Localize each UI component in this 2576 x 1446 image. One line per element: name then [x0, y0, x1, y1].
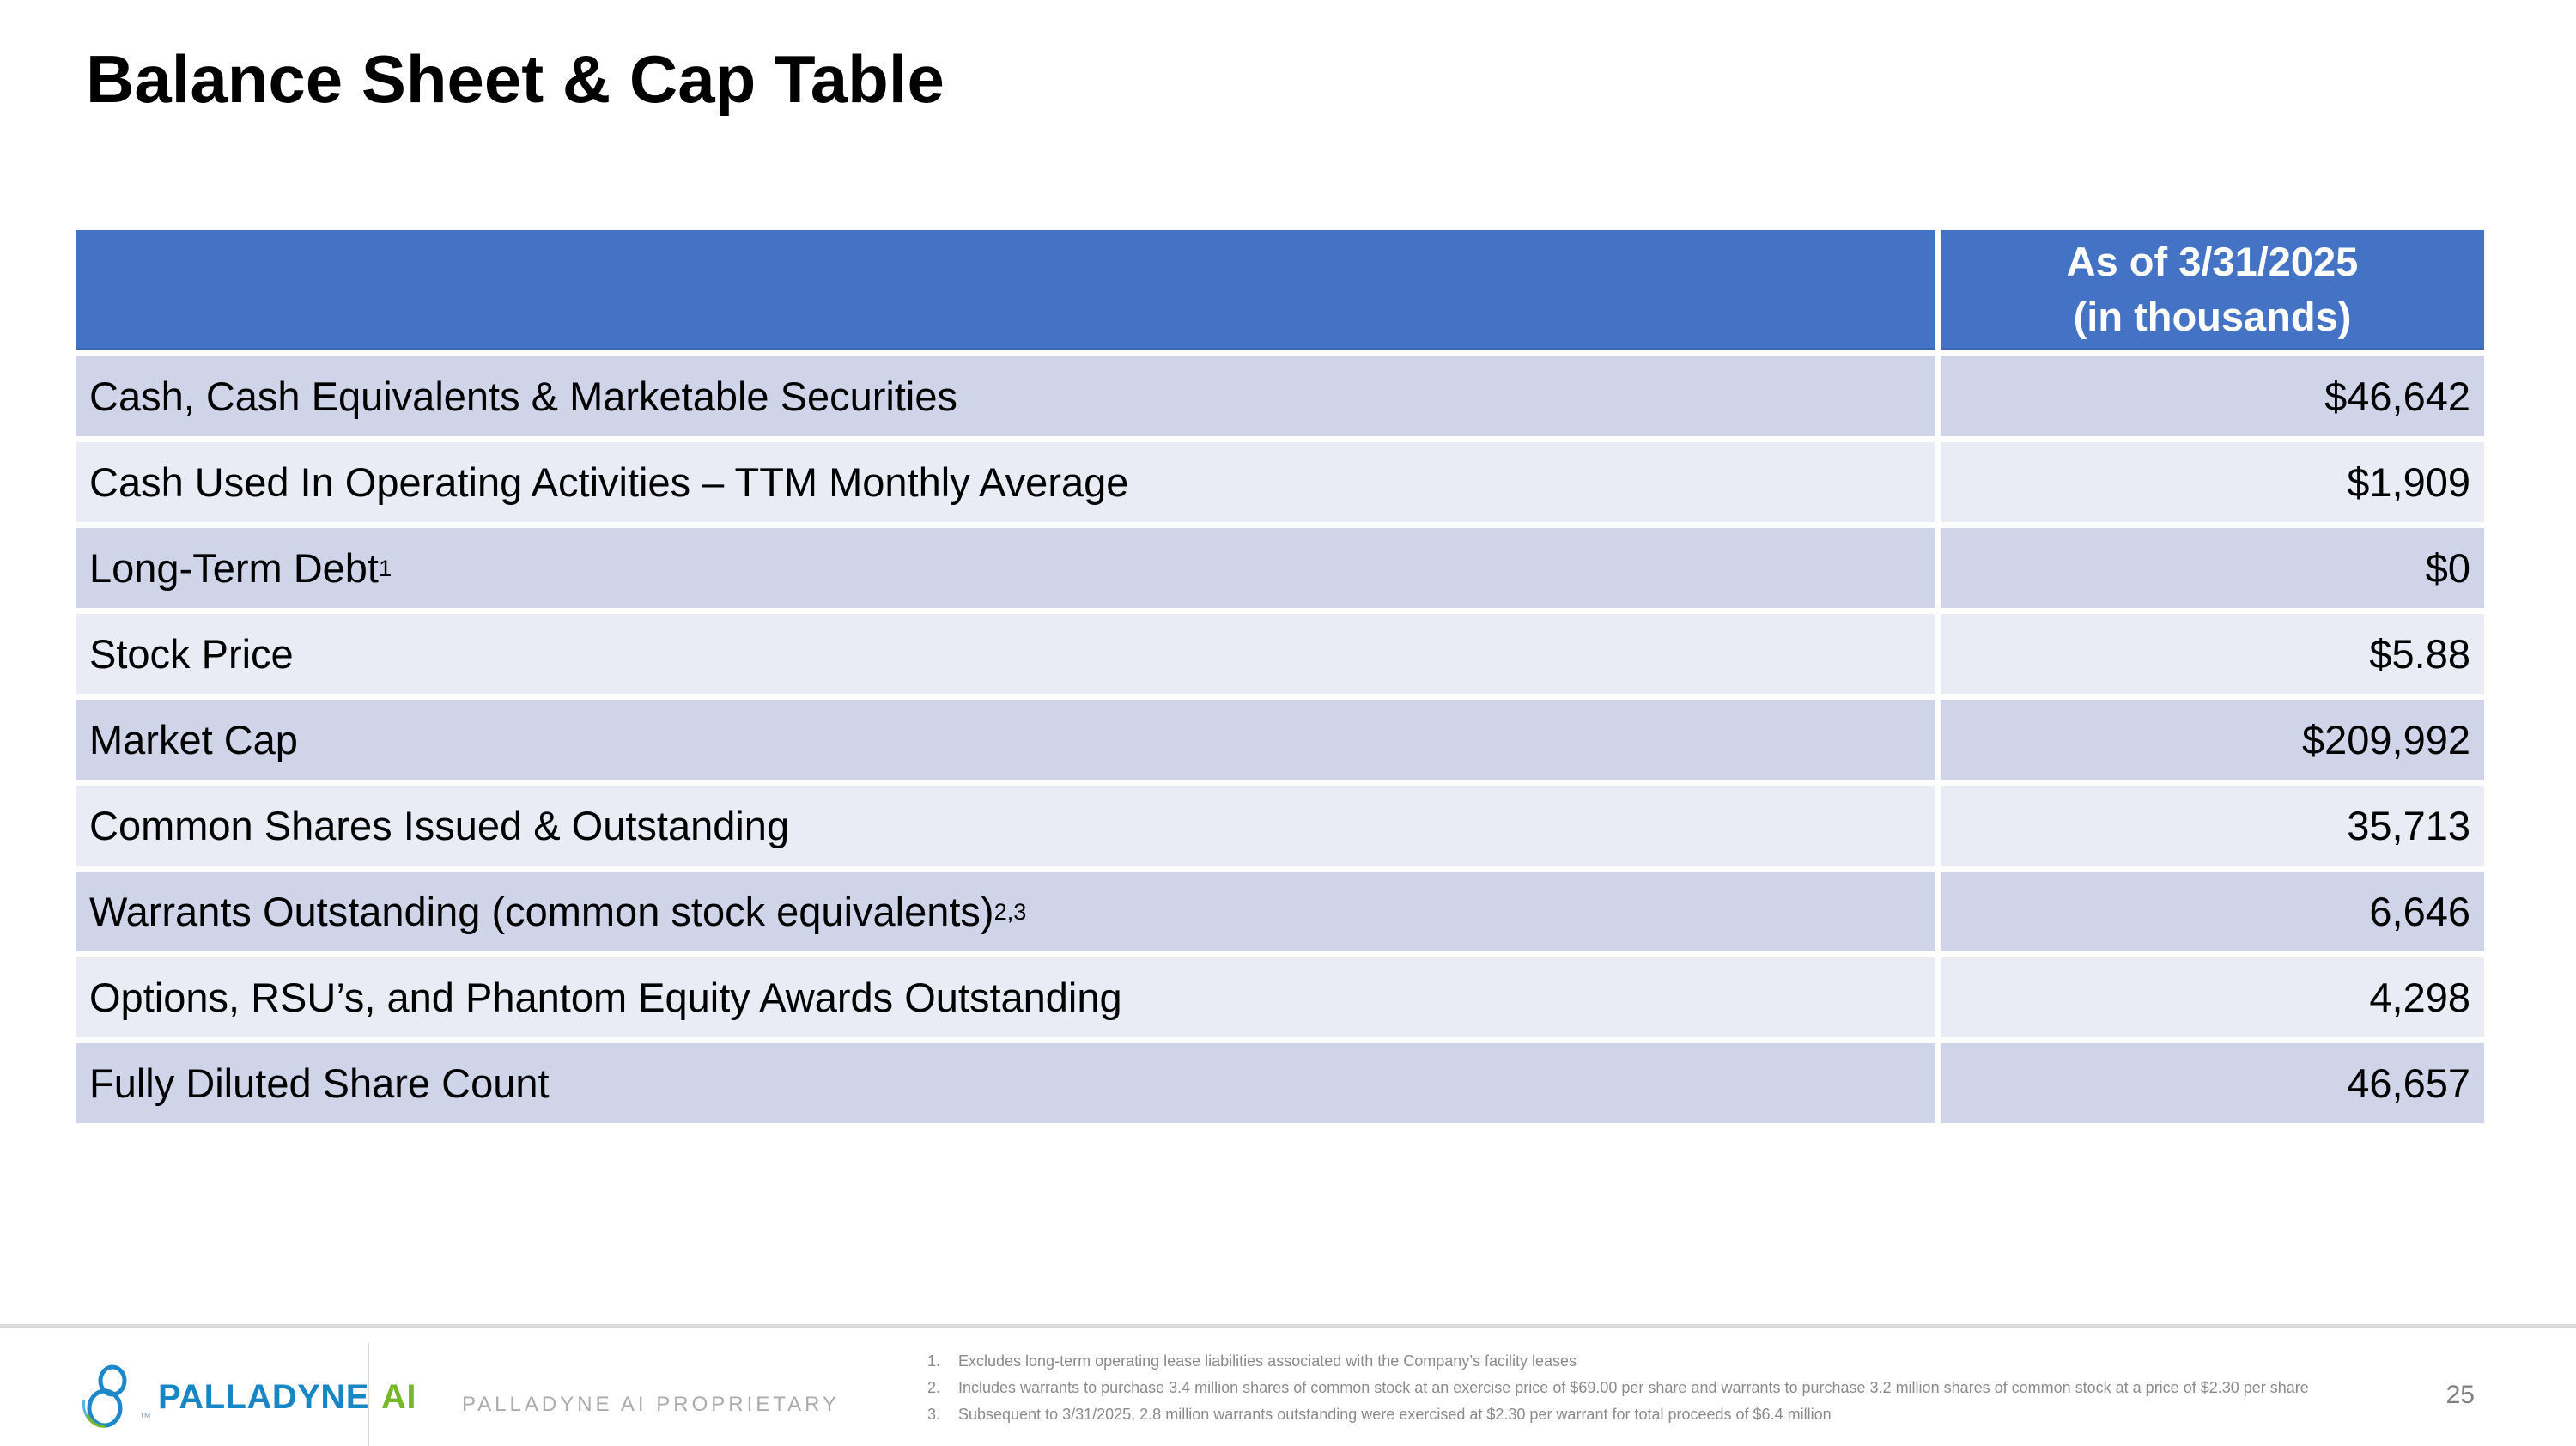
row-label: Common Shares Issued & Outstanding	[76, 786, 1935, 866]
page-title: Balance Sheet & Cap Table	[86, 41, 945, 117]
palladyne-infinity-icon	[82, 1364, 127, 1428]
footnote-text: Includes warrants to purchase 3.4 millio…	[958, 1378, 2309, 1396]
footnote-number: 2.	[927, 1378, 941, 1396]
footnote-text: Excludes long-term operating lease liabi…	[958, 1352, 1577, 1370]
row-label-text: Cash Used In Operating Activities – TTM …	[89, 459, 1129, 505]
footer-vertical-divider	[368, 1343, 369, 1446]
row-label-text: Long-Term Debt	[89, 545, 379, 591]
page-number: 25	[2445, 1381, 2475, 1409]
table-row: Fully Diluted Share Count 46,657	[76, 1043, 2484, 1123]
row-value: $209,992	[1941, 700, 2484, 780]
row-label: Fully Diluted Share Count	[76, 1043, 1935, 1123]
row-value: 6,646	[1941, 872, 2484, 951]
table-row: Long-Term Debt 1 $0	[76, 528, 2484, 608]
table-row: Cash, Cash Equivalents & Marketable Secu…	[76, 356, 2484, 436]
table-header-row: As of 3/31/2025 (in thousands)	[76, 230, 2484, 350]
company-logo: ™ PALLADYNE AI	[74, 1362, 416, 1432]
footnote-2: 2. Includes warrants to purchase 3.4 mil…	[927, 1378, 2309, 1396]
brand-name-green: AI	[380, 1377, 416, 1416]
header-line-1: As of 3/31/2025	[2066, 239, 2359, 285]
table-row: Warrants Outstanding (common stock equiv…	[76, 872, 2484, 951]
brand-wordmark: PALLADYNE AI	[158, 1378, 416, 1417]
footnote-1: 1. Excludes long-term operating lease li…	[927, 1353, 2309, 1370]
row-value: 46,657	[1941, 1043, 2484, 1123]
row-label-text: Common Shares Issued & Outstanding	[89, 803, 790, 848]
row-label: Options, RSU’s, and Phantom Equity Award…	[76, 957, 1935, 1037]
footnote-text: Subsequent to 3/31/2025, 2.8 million war…	[958, 1405, 1832, 1423]
table-header-value-cell: As of 3/31/2025 (in thousands)	[1941, 230, 2484, 350]
row-label: Stock Price	[76, 614, 1935, 694]
row-value: 4,298	[1941, 957, 2484, 1037]
row-label-text: Stock Price	[89, 631, 294, 677]
proprietary-notice: PALLADYNE AI PROPRIETARY	[461, 1393, 841, 1416]
footnotes-list: 1. Excludes long-term operating lease li…	[927, 1353, 2309, 1423]
row-value: $5.88	[1941, 614, 2484, 694]
row-label-text: Options, RSU’s, and Phantom Equity Award…	[89, 975, 1122, 1020]
row-label: Long-Term Debt 1	[76, 528, 1935, 608]
balance-sheet-table: As of 3/31/2025 (in thousands) Cash, Cas…	[76, 230, 2484, 1123]
row-label-text: Warrants Outstanding (common stock equiv…	[89, 889, 994, 934]
table-row: Cash Used In Operating Activities – TTM …	[76, 442, 2484, 522]
table-row: Market Cap $209,992	[76, 700, 2484, 780]
table-header-empty-cell	[76, 230, 1935, 350]
table-row: Stock Price $5.88	[76, 614, 2484, 694]
row-label: Cash, Cash Equivalents & Marketable Secu…	[76, 356, 1935, 436]
table-row: Common Shares Issued & Outstanding 35,71…	[76, 786, 2484, 866]
footnote-number: 1.	[927, 1352, 941, 1370]
trademark-symbol: ™	[139, 1410, 151, 1424]
row-value: $0	[1941, 528, 2484, 608]
row-label: Cash Used In Operating Activities – TTM …	[76, 442, 1935, 522]
row-label-text: Fully Diluted Share Count	[89, 1060, 550, 1106]
row-label: Warrants Outstanding (common stock equiv…	[76, 872, 1935, 951]
table-row: Options, RSU’s, and Phantom Equity Award…	[76, 957, 2484, 1037]
row-value: 35,713	[1941, 786, 2484, 866]
footnote-number: 3.	[927, 1405, 941, 1423]
header-line-2: (in thousands)	[2073, 293, 2352, 339]
row-label-text: Market Cap	[89, 717, 298, 762]
footer-divider-line	[0, 1324, 2576, 1328]
row-label-text: Cash, Cash Equivalents & Marketable Secu…	[89, 374, 957, 419]
footnote-3: 3. Subsequent to 3/31/2025, 2.8 million …	[927, 1405, 2309, 1423]
row-value: $1,909	[1941, 442, 2484, 522]
brand-name-blue: PALLADYNE	[158, 1377, 369, 1416]
row-value: $46,642	[1941, 356, 2484, 436]
row-label: Market Cap	[76, 700, 1935, 780]
